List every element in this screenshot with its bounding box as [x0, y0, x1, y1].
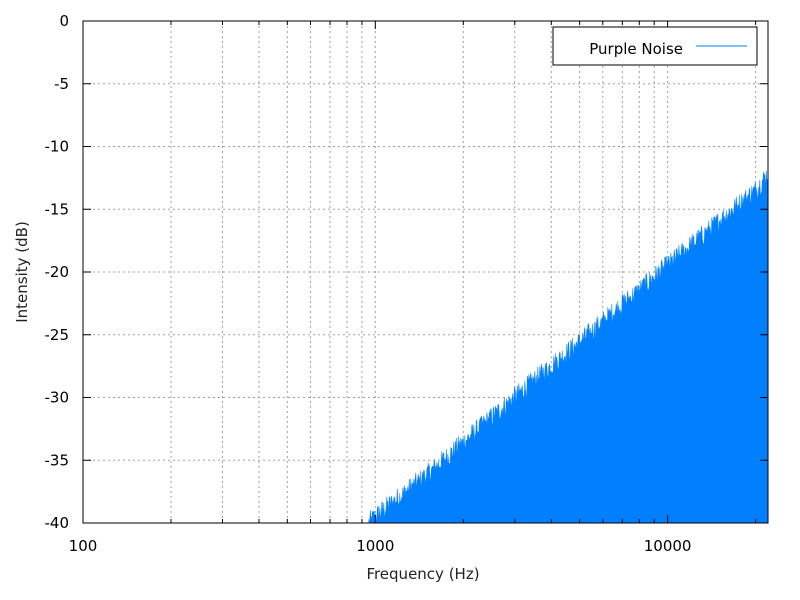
y-axis-title: Intensity (dB) — [13, 221, 31, 323]
y-tick-label: -40 — [45, 514, 70, 532]
y-tick-label: -25 — [45, 326, 70, 344]
series-area-purple-noise — [368, 170, 769, 524]
y-tick-label: -10 — [45, 138, 70, 156]
series-layer — [368, 170, 769, 524]
x-tick-label: 1000 — [356, 537, 394, 555]
legend-label: Purple Noise — [589, 40, 683, 58]
legend: Purple Noise — [552, 26, 758, 66]
y-tick-label: -20 — [45, 263, 70, 281]
y-tick-label: -5 — [54, 75, 69, 93]
y-tick-label: -30 — [45, 389, 70, 407]
tick-layer: 0 -5 -10 -15 -20 -25 -30 -35 -40 100 1000 10000 — [45, 12, 768, 555]
y-tick-label: -35 — [45, 451, 70, 469]
y-tick-label: -15 — [45, 200, 70, 218]
x-tick-label: 10000 — [644, 537, 692, 555]
y-tick-label: 0 — [59, 12, 69, 30]
x-tick-label: 100 — [69, 537, 98, 555]
x-axis-title: Frequency (Hz) — [366, 565, 479, 583]
